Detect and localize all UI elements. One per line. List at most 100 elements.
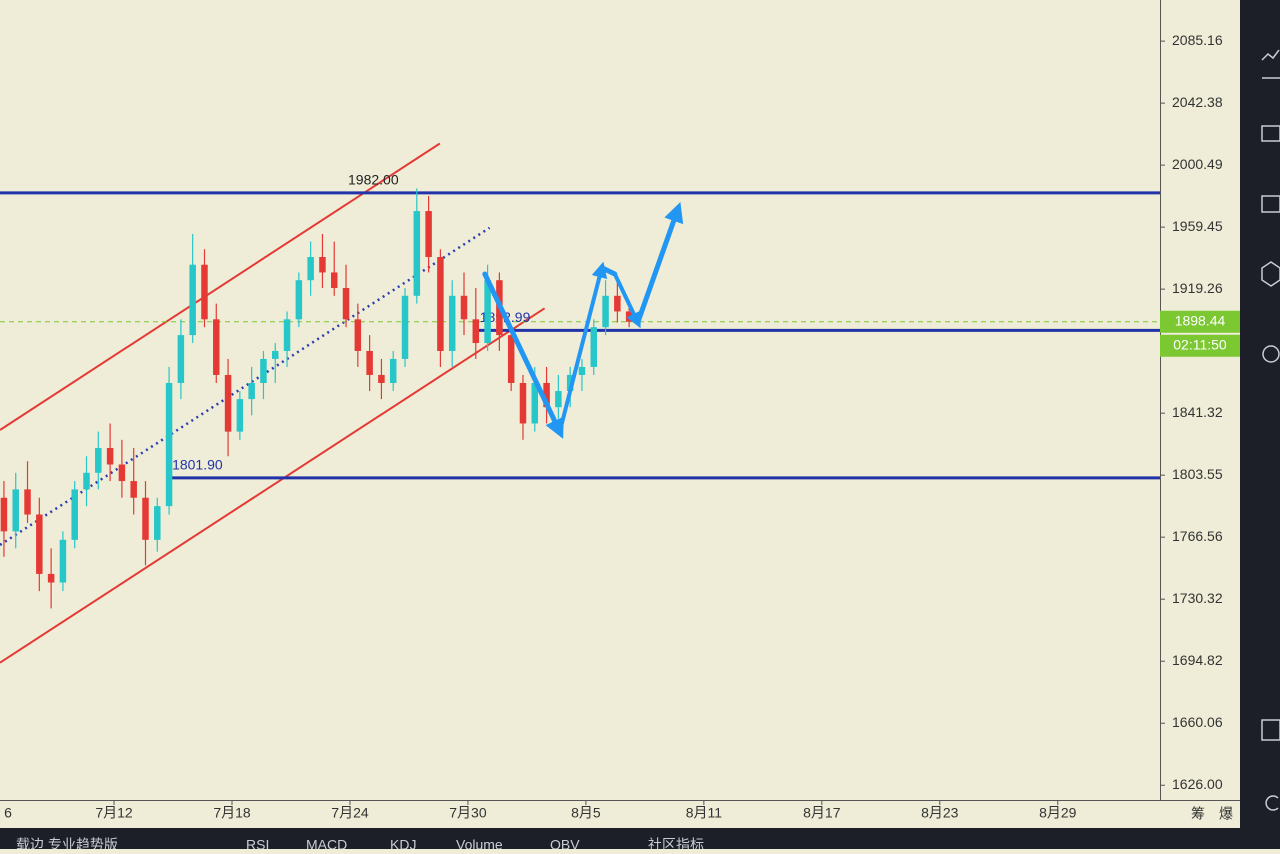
candle-body (472, 319, 480, 344)
candle-body (24, 489, 31, 515)
candle-body (389, 358, 397, 383)
toolbar-item[interactable]: Volume (456, 837, 503, 853)
y-tick-label: 1841.32 (1172, 404, 1223, 420)
countdown-label: 02:11:50 (1173, 336, 1227, 352)
candle-body (272, 350, 279, 359)
candle-body (165, 382, 173, 507)
candle-body (142, 497, 149, 540)
candle-body (366, 350, 373, 375)
candle-body (130, 481, 137, 498)
candle-body (330, 272, 338, 288)
x-tick-label: 8月29 (1039, 805, 1077, 821)
candle-body (307, 256, 314, 281)
candle-body (460, 295, 468, 320)
last-price-tag (1160, 310, 1240, 333)
candle-body (71, 489, 78, 540)
toolbar-item[interactable]: MACD (306, 837, 347, 853)
x-tick-label: 8月11 (686, 805, 723, 821)
candle-body (578, 366, 586, 375)
candle-body (425, 211, 432, 257)
candle-body (0, 497, 8, 532)
x-tick-label: 7月30 (449, 805, 487, 821)
toolbar-item[interactable]: 社区指标 (648, 837, 704, 853)
candle-body (319, 256, 326, 273)
y-tick-label: 2000.49 (1172, 156, 1223, 172)
candle-body (555, 391, 562, 408)
trend-line (0, 307, 546, 664)
candle-body (106, 448, 114, 465)
candle-body (201, 264, 208, 320)
candle-body (295, 280, 303, 320)
candle-body (236, 399, 244, 432)
candle-body (614, 295, 621, 312)
candle-body (224, 374, 232, 432)
drawn-arrow (635, 202, 684, 325)
x-tick-label: 7月24 (331, 805, 369, 821)
y-tick-label: 1626.00 (1172, 776, 1223, 792)
icon-support[interactable] (1265, 795, 1279, 811)
plot-bg (0, 0, 1240, 828)
sidebar (1240, 0, 1280, 849)
corner-label: 爆 (1219, 806, 1233, 822)
y-tick-label: 2042.38 (1172, 94, 1223, 110)
candle-body (12, 489, 19, 532)
candle-body (83, 472, 90, 490)
candle-body (260, 358, 267, 383)
y-tick-label: 1959.45 (1172, 218, 1223, 234)
level-label: 1801.90 (172, 457, 223, 473)
y-tick-label: 1694.82 (1172, 652, 1223, 668)
toolbar-item[interactable]: OBV (550, 837, 580, 853)
trend-line (0, 142, 441, 431)
drawn-arrow (482, 271, 564, 439)
toolbar-item[interactable]: 载边 专业趋势版 (16, 837, 118, 853)
y-tick-label: 2085.16 (1172, 32, 1223, 48)
candle-body (354, 319, 362, 351)
candle-body (95, 448, 102, 473)
candle-body (507, 335, 515, 383)
candle-body (437, 256, 444, 351)
y-tick-label: 1730.32 (1172, 590, 1223, 606)
corner-label: 筹 (1191, 806, 1205, 822)
icon-chart[interactable] (1261, 125, 1280, 142)
drawn-arrow (612, 271, 641, 329)
drawn-arrow (557, 261, 608, 434)
icon-trend[interactable] (1261, 49, 1280, 79)
candle-body (283, 319, 291, 351)
candle-body (378, 374, 385, 383)
x-tick-label: 8月17 (803, 805, 841, 821)
y-tick-label: 1660.06 (1172, 714, 1223, 730)
candle-body (36, 514, 43, 574)
candle-body (531, 382, 539, 424)
candle-body (543, 382, 550, 408)
candle-body (401, 295, 409, 359)
bottom-toolbar (0, 828, 1240, 849)
candle-body (413, 211, 421, 296)
icon-etf[interactable] (1261, 195, 1280, 213)
x-tick-label: 8月5 (571, 805, 601, 821)
icon-panel[interactable] (1261, 719, 1280, 741)
icon-swap[interactable] (1262, 345, 1280, 363)
candle-body (177, 335, 185, 383)
y-tick-label: 1803.55 (1172, 466, 1223, 482)
candle-body (154, 506, 161, 540)
x-tick-label: 8月23 (921, 805, 959, 821)
candle-body (590, 327, 598, 367)
candle-body (342, 287, 350, 320)
level-label: 1982.00 (348, 172, 399, 188)
candle-body (47, 573, 55, 583)
icon-hex[interactable] (1261, 261, 1280, 287)
toolbar-item[interactable]: KDJ (390, 837, 416, 853)
candle-body (519, 382, 527, 424)
x-tick-label: 6 (4, 805, 12, 821)
candle-body (602, 295, 609, 328)
candle-body (213, 319, 220, 375)
x-tick-label: 7月12 (95, 805, 133, 821)
candle-body (484, 280, 491, 344)
toolbar-item[interactable]: RSI (246, 837, 269, 853)
candle-body (189, 264, 196, 336)
y-tick-label: 1919.26 (1172, 280, 1223, 296)
y-tick-label: 1766.56 (1172, 528, 1223, 544)
candle-body (59, 539, 67, 583)
